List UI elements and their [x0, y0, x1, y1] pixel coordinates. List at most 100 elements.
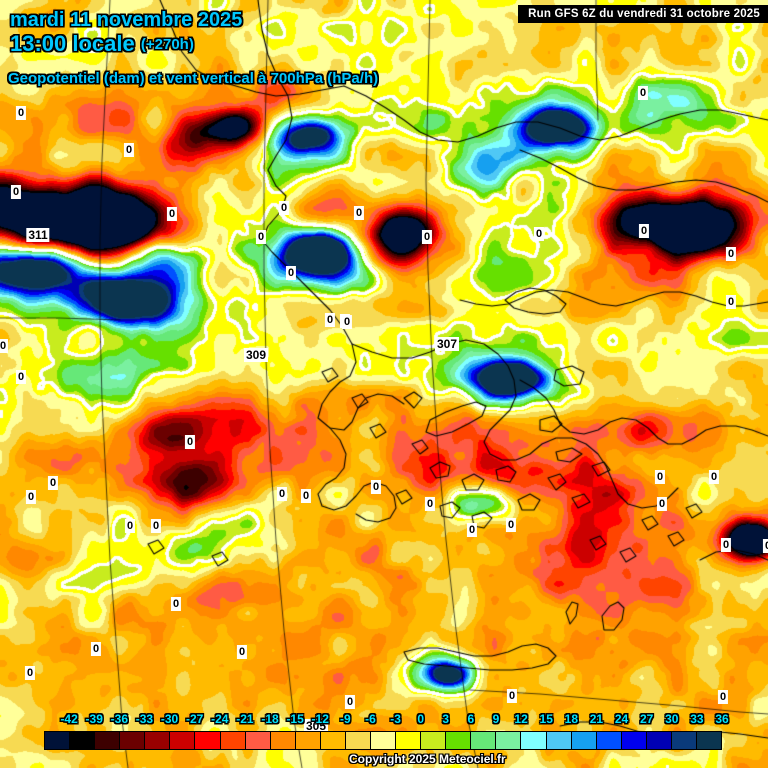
- geopotential-contour-label: 309: [243, 348, 269, 362]
- colorbar-tick-label: -24: [211, 712, 229, 726]
- colorbar-tick-label: 3: [442, 712, 450, 726]
- zero-contour-label: 0: [762, 539, 768, 553]
- colorbar-swatch: [270, 732, 296, 749]
- zero-contour-label: 0: [533, 227, 545, 241]
- copyright-notice: Copyright 2025 Meteociel.fr: [349, 752, 506, 766]
- colorbar-tick-label: -39: [85, 712, 103, 726]
- colorbar-swatch: [521, 732, 547, 749]
- colorbar-swatch: [345, 732, 372, 749]
- colorbar-swatch: [396, 732, 422, 749]
- colorbar-tick-label: 15: [539, 712, 553, 726]
- forecast-offset: (+270h): [140, 36, 194, 53]
- zero-contour-label: 0: [725, 247, 737, 261]
- colorbar-tick-label: -33: [135, 712, 154, 726]
- zero-contour-label: 0: [424, 497, 436, 511]
- zero-contour-label: 0: [344, 695, 356, 709]
- colorbar-swatch: [320, 732, 346, 749]
- colorbar-tick-label: -15: [286, 712, 304, 726]
- zero-contour-label: 0: [638, 224, 650, 238]
- zero-contour-label: 0: [285, 266, 297, 280]
- zero-contour-label: 0: [466, 523, 478, 537]
- colorbar-tick-label: -36: [110, 712, 128, 726]
- zero-contour-label: 0: [170, 597, 182, 611]
- zero-contour-label: 0: [324, 313, 336, 327]
- colorbar-tick-label: 24: [614, 712, 629, 726]
- zero-contour-label: 0: [300, 489, 312, 503]
- colorbar-tick-label: 36: [715, 712, 729, 726]
- geopotential-contour-label: 311: [26, 228, 50, 242]
- colorbar-tick-label: 21: [589, 712, 604, 726]
- colorbar-swatch: [621, 732, 647, 749]
- zero-contour-label: 0: [353, 206, 365, 220]
- zero-contour-label: 0: [278, 201, 290, 215]
- colorbar-swatch: [571, 732, 597, 749]
- zero-contour-label: 0: [15, 106, 27, 120]
- colorbar-tick-label: 12: [514, 712, 528, 726]
- zero-contour-label: 0: [637, 86, 649, 100]
- colorbar-swatch: [295, 732, 321, 749]
- zero-contour-label: 0: [656, 497, 668, 511]
- zero-contour-label: 0: [717, 690, 729, 704]
- colorbar-tick-label: 27: [639, 712, 654, 726]
- zero-contour-label: 0: [255, 230, 267, 244]
- colorbar-swatch: [671, 732, 698, 749]
- colorbar-swatch: [646, 732, 672, 749]
- zero-contour-label: 0: [47, 476, 59, 490]
- model-run-badge: Run GFS 6Z du vendredi 31 octobre 2025: [518, 5, 768, 23]
- colorbar-tick-label: -27: [185, 712, 204, 726]
- colorbar-tick-label: -42: [60, 712, 78, 726]
- colorbar-tick-label: 9: [492, 712, 500, 726]
- zero-contour-label: 0: [505, 518, 517, 532]
- colorbar: [44, 731, 722, 750]
- colorbar-swatch: [70, 732, 96, 749]
- colorbar-tick-label: -18: [261, 712, 279, 726]
- colorbar-swatch: [471, 732, 497, 749]
- colorbar-tick-label: -6: [365, 712, 376, 726]
- geopotential-contour-label: 307: [434, 337, 460, 351]
- zero-contour-label: 0: [654, 470, 666, 484]
- colorbar-tick-label: -21: [236, 712, 254, 726]
- zero-contour-label: 0: [15, 370, 27, 384]
- colorbar-swatch: [596, 732, 622, 749]
- zero-contour-label: 0: [725, 295, 737, 309]
- zero-contour-label: 0: [708, 470, 720, 484]
- zero-contour-label: 0: [184, 435, 196, 449]
- forecast-date: mardi 11 novembre 2025: [10, 9, 243, 31]
- zero-contour-label: 0: [370, 480, 382, 494]
- colorbar-tick-label: 18: [564, 712, 579, 726]
- colorbar-tick-label: -9: [339, 712, 351, 726]
- colorbar-swatch: [496, 732, 522, 749]
- zero-contour-label: 0: [0, 339, 9, 353]
- zero-contour-label: 0: [720, 538, 732, 552]
- colorbar-tick-label: 0: [417, 712, 424, 726]
- colorbar-swatch: [120, 732, 146, 749]
- colorbar-swatch: [371, 732, 397, 749]
- colorbar-swatch: [546, 732, 572, 749]
- zero-contour-label: 0: [341, 315, 353, 329]
- zero-contour-label: 0: [90, 642, 102, 656]
- colorbar-swatch: [170, 732, 196, 749]
- zero-contour-label: 0: [124, 519, 136, 533]
- colorbar-tick-label: -30: [160, 712, 179, 726]
- zero-contour-label: 0: [10, 185, 22, 199]
- colorbar-tick-label: -12: [311, 712, 329, 726]
- forecast-time: 13:00 locale (+270h): [10, 31, 194, 57]
- colorbar-tick-label: -3: [390, 712, 401, 726]
- colorbar-swatch: [421, 732, 447, 749]
- zero-contour-label: 0: [166, 207, 178, 221]
- zero-contour-label: 0: [506, 689, 518, 703]
- colorbar-tick-label: 33: [690, 712, 704, 726]
- colorbar-ticks: -42 -39 -36 -33 -30 -27 -24 -21 -18 -15 -12 -9 -6 -3 0…: [0, 712, 768, 730]
- zero-contour-label: 0: [421, 230, 433, 244]
- colorbar-swatch: [145, 732, 171, 749]
- colorbar-swatch: [697, 732, 722, 749]
- colorbar-swatch: [45, 732, 71, 749]
- geopotential-contour-label: 305: [303, 719, 329, 733]
- forecast-time-text: 13:00 locale: [10, 31, 135, 56]
- parameter-description: Geopotentiel (dam) et vent vertical à 70…: [8, 70, 379, 87]
- zero-contour-label: 0: [25, 490, 37, 504]
- colorbar-swatch: [446, 732, 472, 749]
